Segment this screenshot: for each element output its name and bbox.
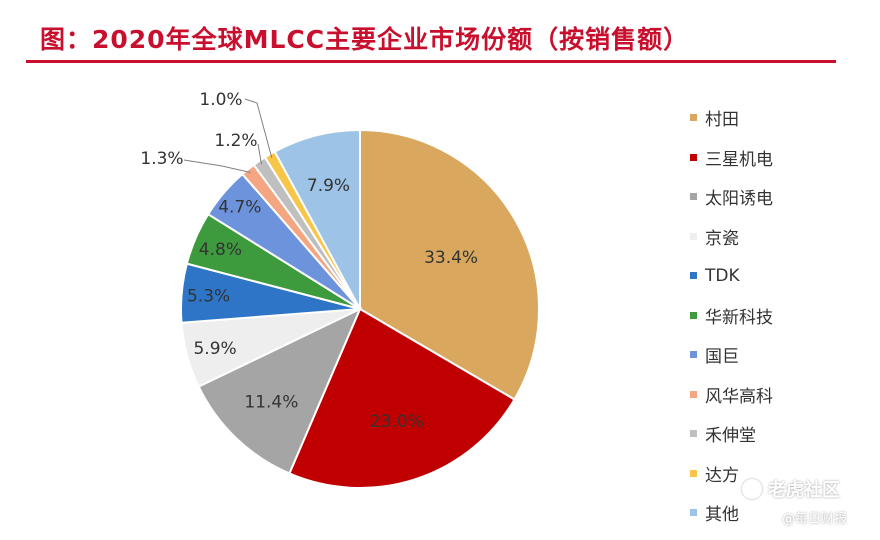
- legend-item: 华新科技: [690, 296, 773, 336]
- chart-title: 图：2020年全球MLCC主要企业市场份额（按销售额）: [40, 25, 690, 54]
- data-label: 1.3%: [140, 149, 183, 169]
- legend-swatch: [690, 114, 697, 122]
- legend-label: 国巨: [705, 347, 739, 368]
- legend-swatch: [690, 351, 697, 359]
- legend-item: 风华高科: [690, 375, 773, 415]
- data-label: 4.8%: [199, 240, 242, 260]
- legend-label: 村田: [705, 110, 739, 131]
- pie-slice: [273, 128, 361, 310]
- data-label: 11.4%: [244, 392, 298, 412]
- leader-line: [183, 159, 251, 173]
- pie-slice: [197, 306, 362, 475]
- title-underline: [26, 60, 836, 63]
- legend-item: TDK: [690, 256, 773, 296]
- leader-line: [257, 143, 262, 165]
- data-label: 5.3%: [187, 286, 230, 306]
- data-label: 33.4%: [424, 248, 478, 268]
- legend-swatch: [690, 390, 697, 398]
- data-label: 4.7%: [218, 198, 261, 218]
- legend-swatch: [690, 153, 697, 161]
- pie-slice: [288, 307, 516, 489]
- legend-label: 华新科技: [705, 307, 773, 328]
- legend-item: 京瓷: [690, 217, 773, 257]
- data-label: 1.0%: [199, 90, 242, 110]
- legend-item: 太阳诱电: [690, 177, 773, 217]
- legend-label: TDK: [705, 265, 740, 286]
- legend-item: 其他: [690, 493, 773, 533]
- legend-label: 其他: [705, 505, 739, 526]
- watermark: 老虎社区 @每日财报: [742, 476, 872, 527]
- legend-item: 三星机电: [690, 138, 773, 178]
- data-label: 1.2%: [214, 131, 257, 151]
- legend-swatch: [690, 469, 697, 477]
- legend-item: 村田: [690, 98, 773, 138]
- legend-swatch: [690, 509, 697, 517]
- legend-swatch: [690, 193, 697, 201]
- legend-swatch: [690, 430, 697, 438]
- pie-slice: [359, 128, 540, 401]
- legend-item: 禾伸堂: [690, 414, 773, 454]
- legend-label: 达方: [705, 465, 739, 486]
- legend-label: 太阳诱电: [705, 189, 773, 210]
- legend-item: 达方: [690, 454, 773, 494]
- data-label: 23.0%: [370, 412, 424, 432]
- legend-swatch: [690, 311, 697, 319]
- legend-label: 京瓷: [705, 228, 739, 249]
- legend-item: 国巨: [690, 335, 773, 375]
- data-label: 7.9%: [307, 176, 350, 196]
- brand-logo-icon: [742, 479, 762, 499]
- watermark-source: @每日财报: [782, 512, 848, 527]
- legend-label: 风华高科: [705, 386, 773, 407]
- chart-legend: 村田三星机电太阳诱电京瓷 TDK 华新科技国巨风华高科禾伸堂达方其他: [690, 98, 773, 533]
- legend-swatch: [690, 272, 697, 280]
- leader-line: [244, 98, 273, 159]
- data-label: 5.9%: [193, 339, 236, 359]
- legend-swatch: [690, 232, 697, 240]
- legend-label: 禾伸堂: [705, 426, 756, 447]
- legend-label: 三星机电: [705, 149, 773, 170]
- watermark-brand: 老虎社区: [768, 480, 840, 501]
